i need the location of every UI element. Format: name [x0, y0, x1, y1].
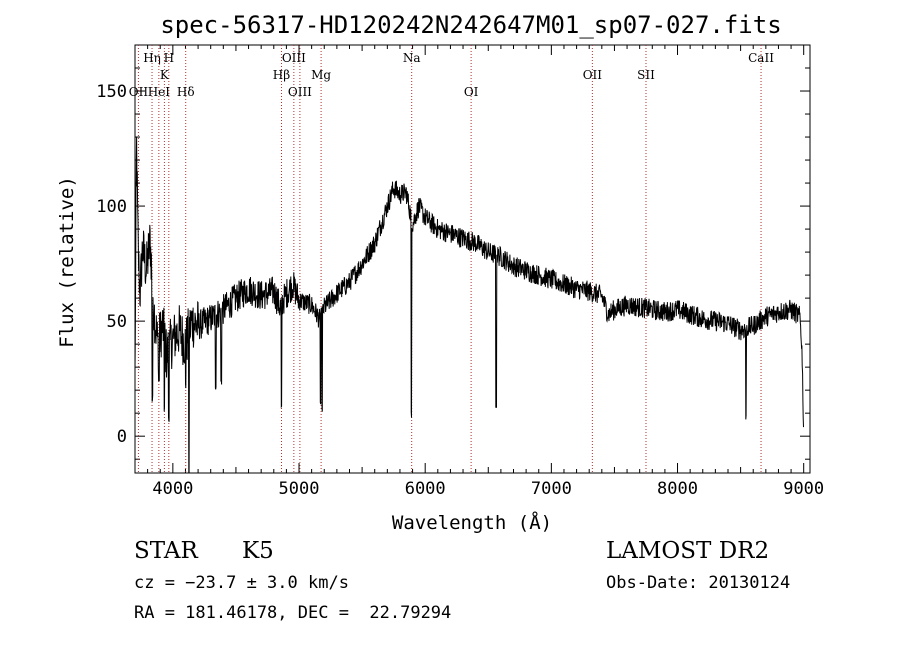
line-label: Hη — [143, 51, 161, 65]
y-tick-label: 0 — [117, 427, 127, 447]
survey-name: LAMOST DR2 — [606, 538, 770, 564]
line-label: Hβ — [273, 68, 290, 82]
axes: 4000 5000 6000 7000 8000 9000 0 50 100 150 — [96, 44, 824, 499]
observation-date: Obs-Date: 20130124 — [606, 573, 791, 593]
spectral-subclass: K5 — [242, 538, 274, 564]
spectrum-line — [134, 136, 804, 473]
line-label: CaII — [748, 51, 774, 65]
x-tick-label: 5000 — [279, 479, 320, 499]
line-label: H — [164, 51, 174, 65]
redshift-cz: cz = −23.7 ± 3.0 km/s — [134, 573, 349, 593]
object-type: STAR — [134, 538, 198, 564]
chart-title: spec-56317-HD120242N242647M01_sp07-027.f… — [160, 11, 781, 39]
coordinates: RA = 181.46178, DEC = 22.79294 — [134, 603, 452, 623]
line-label: OIII — [282, 51, 306, 65]
y-axis-label: Flux (relative) — [56, 176, 78, 348]
x-axis-label: Wavelength (Å) — [392, 511, 552, 534]
x-tick-label: 4000 — [152, 479, 193, 499]
x-tick-label: 8000 — [657, 479, 698, 499]
spectrum-chart: spec-56317-HD120242N242647M01_sp07-027.f… — [56, 11, 824, 534]
line-label: OII — [129, 85, 149, 99]
line-label: Hδ — [177, 85, 195, 99]
line-label: OII — [583, 68, 603, 82]
plot-frame — [134, 44, 811, 474]
line-label: OI — [464, 85, 479, 99]
x-tick-label: 7000 — [531, 479, 572, 499]
line-label: HeI — [148, 85, 171, 99]
line-label: Na — [403, 51, 421, 65]
line-label: K — [160, 68, 170, 82]
line-label: SII — [637, 68, 655, 82]
line-label: Mg — [311, 68, 331, 82]
y-tick-label: 100 — [96, 197, 127, 217]
y-tick-label: 50 — [107, 312, 127, 332]
y-tick-label: 150 — [96, 82, 127, 102]
x-tick-label: 6000 — [405, 479, 446, 499]
line-label: OIII — [288, 85, 312, 99]
x-tick-label: 9000 — [783, 479, 824, 499]
